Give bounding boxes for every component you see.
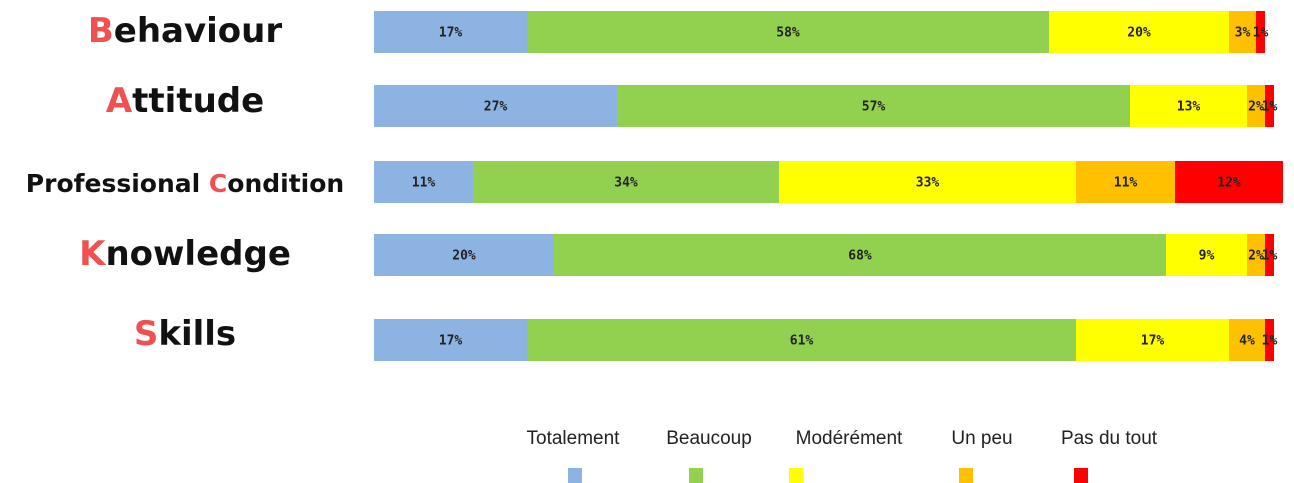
bar-segment [1076,319,1229,361]
bar-segment [1256,11,1265,53]
legend-swatch [959,468,973,483]
bar-segment [374,161,473,203]
value-label: 57% [862,100,886,115]
value-label: 4% [1239,334,1255,349]
bar-segment [617,85,1130,127]
value-label: 27% [484,100,508,115]
value-label: 11% [1114,176,1138,191]
bar-segment [527,11,1049,53]
bar-segment [1166,234,1247,276]
bar-segment [1247,234,1265,276]
value-label: 20% [452,249,476,264]
value-label: 17% [1141,334,1165,349]
bar-segment [374,234,554,276]
category-label: Attitude [106,81,264,121]
legend-swatch [1074,468,1088,483]
value-label: 61% [790,334,814,349]
value-label: 33% [916,176,940,191]
bar-segment [1229,319,1265,361]
value-label: 68% [848,249,872,264]
category-label: Skills [134,314,236,354]
legend-label: Totalement [527,428,621,449]
legend-label: Pas du tout [1061,428,1158,449]
bar-segment [1076,161,1175,203]
legend-swatch [689,468,703,483]
bar-segment [1175,161,1283,203]
legend-swatch [789,468,803,483]
value-label: 17% [439,334,463,349]
value-label: 12% [1217,176,1241,191]
value-label: 58% [776,26,800,41]
value-label: 1% [1262,249,1278,264]
value-label: 1% [1262,334,1278,349]
bar-segment [1049,11,1229,53]
bar-segment [1247,85,1265,127]
value-label: 2% [1248,100,1264,115]
bar-segment [374,319,527,361]
bar-segment [374,11,527,53]
value-label: 1% [1262,100,1278,115]
bar-segment [374,85,617,127]
value-label: 11% [412,176,436,191]
bar-segment [554,234,1166,276]
value-label: 20% [1127,26,1151,41]
bar-segment [1265,85,1274,127]
legend-label: Modérément [796,428,903,449]
category-label: Behaviour [88,11,283,51]
value-label: 2% [1248,249,1264,264]
bar-segment [1265,319,1274,361]
bar-segment [473,161,779,203]
bar-segment [527,319,1076,361]
bar-segment [1229,11,1256,53]
category-label: Knowledge [79,234,291,274]
bar-segment [779,161,1076,203]
bar-segment [1130,85,1247,127]
value-label: 13% [1177,100,1201,115]
value-label: 1% [1253,26,1269,41]
value-label: 3% [1235,26,1251,41]
legend-label: Un peu [951,428,1012,449]
category-label: Professional Condition [26,169,344,198]
legend-swatch [568,468,582,483]
legend-label: Beaucoup [666,428,752,449]
value-label: 9% [1199,249,1215,264]
bar-segment [1265,234,1274,276]
value-label: 17% [439,26,463,41]
value-label: 34% [614,176,638,191]
